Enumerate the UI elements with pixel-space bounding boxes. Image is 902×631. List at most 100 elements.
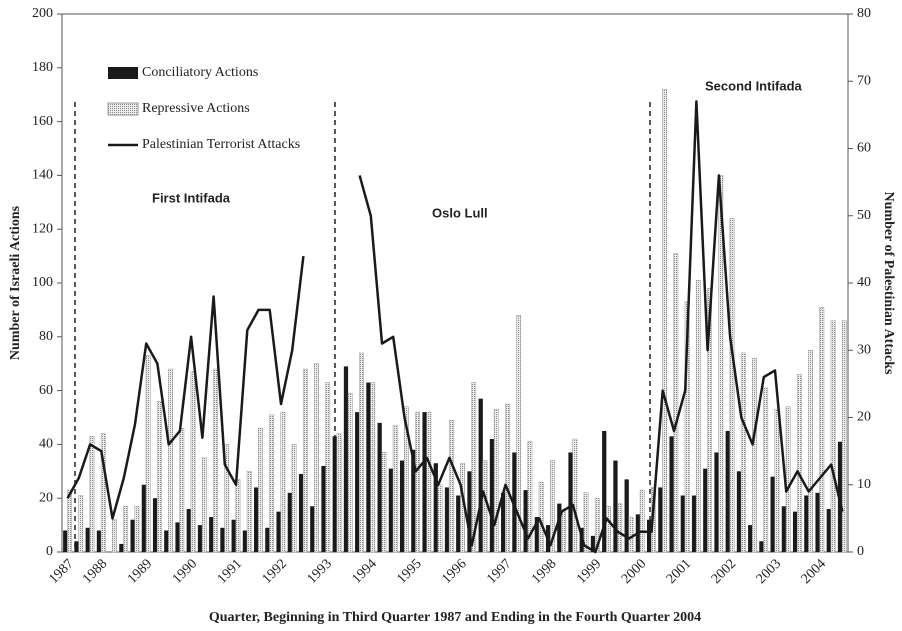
bar [763, 387, 769, 553]
x-tick-label: 1987 [46, 556, 76, 586]
x-tick-label: 1989 [125, 556, 155, 586]
bar [67, 489, 72, 553]
bar [415, 411, 420, 553]
bar [85, 527, 90, 552]
y-axis-title: Number of Israeli Actions [8, 205, 23, 360]
bar [549, 460, 555, 553]
y-tick-label: 140 [32, 168, 53, 183]
bar [265, 527, 270, 552]
bar [673, 253, 679, 553]
bar [781, 506, 787, 552]
bar [606, 506, 611, 553]
legend-label: Palestinian Terrorist Attacks [142, 137, 300, 152]
x-tick-label: 1996 [439, 556, 469, 586]
bar [493, 409, 499, 553]
x-tick-label: 1988 [80, 556, 110, 586]
bar [213, 368, 218, 553]
bar [639, 489, 645, 553]
x-tick-label: 1992 [260, 556, 290, 586]
annotation: Second Intifada [705, 78, 803, 93]
bar [736, 471, 742, 552]
bar [119, 543, 124, 552]
y2-tick-label: 80 [857, 6, 871, 21]
bar [152, 498, 158, 552]
bar [669, 436, 674, 552]
bar [714, 452, 719, 552]
y-tick-label: 0 [46, 544, 53, 559]
x-tick-label: 1991 [215, 556, 245, 586]
bar [220, 527, 225, 552]
bar [336, 433, 342, 553]
x-tick-label: 1997 [484, 556, 514, 586]
y-tick-label: 160 [32, 114, 53, 129]
bar [647, 519, 652, 552]
bar [392, 425, 398, 553]
y2-tick-label: 0 [857, 544, 864, 559]
bar [141, 484, 146, 552]
bar [748, 525, 753, 552]
bar [156, 401, 162, 553]
line [66, 100, 844, 554]
bar [366, 382, 371, 552]
bar [321, 465, 326, 552]
bar [590, 535, 596, 552]
bar [482, 460, 488, 553]
bar [624, 479, 629, 552]
bar [145, 355, 151, 553]
bar [770, 476, 775, 552]
bar [235, 479, 241, 553]
bar [707, 288, 712, 553]
bar [691, 495, 697, 552]
bar [96, 530, 102, 552]
bar [819, 306, 825, 553]
bar [280, 411, 286, 553]
bar [568, 452, 573, 552]
bar [422, 412, 427, 552]
x-tick-label: 2002 [709, 556, 739, 586]
bar [254, 487, 259, 552]
bar [467, 471, 472, 552]
bar [785, 406, 791, 553]
x-tick-label: 1998 [529, 556, 559, 586]
bar [258, 428, 263, 553]
bar [774, 409, 780, 553]
bar [740, 352, 746, 553]
y2-tick-label: 20 [857, 410, 871, 425]
bar [388, 468, 394, 552]
bar [759, 541, 764, 552]
bar [572, 438, 578, 553]
bar [725, 430, 730, 552]
bar [557, 503, 562, 552]
bar [471, 382, 477, 553]
bar [78, 495, 84, 553]
bar [815, 492, 820, 552]
bar [804, 495, 809, 552]
bar [325, 382, 331, 553]
bar [448, 419, 454, 553]
bar [516, 315, 522, 553]
bar [602, 430, 607, 552]
bar [501, 492, 506, 552]
bar [478, 398, 483, 552]
bar [287, 492, 292, 552]
bar [164, 530, 169, 552]
bar [841, 320, 847, 553]
bar [684, 301, 690, 553]
bar [594, 497, 600, 553]
bar [680, 495, 685, 552]
bar [314, 363, 319, 553]
x-tick-label: 2001 [664, 556, 694, 586]
y2-axis-title: Number of Palestinian Attacks [881, 192, 896, 375]
annotation: Oslo Lull [432, 205, 488, 220]
bar [808, 350, 813, 553]
x-tick-label: 1994 [349, 556, 379, 586]
y2-tick-label: 60 [857, 141, 871, 156]
y-tick-label: 20 [39, 490, 53, 505]
bar [302, 368, 308, 553]
bar [355, 412, 360, 552]
x-axis-title: Quarter, Beginning in Third Quarter 1987… [209, 610, 701, 625]
bar [168, 368, 173, 553]
x-tick-label: 2000 [619, 556, 649, 586]
bar [527, 441, 533, 553]
